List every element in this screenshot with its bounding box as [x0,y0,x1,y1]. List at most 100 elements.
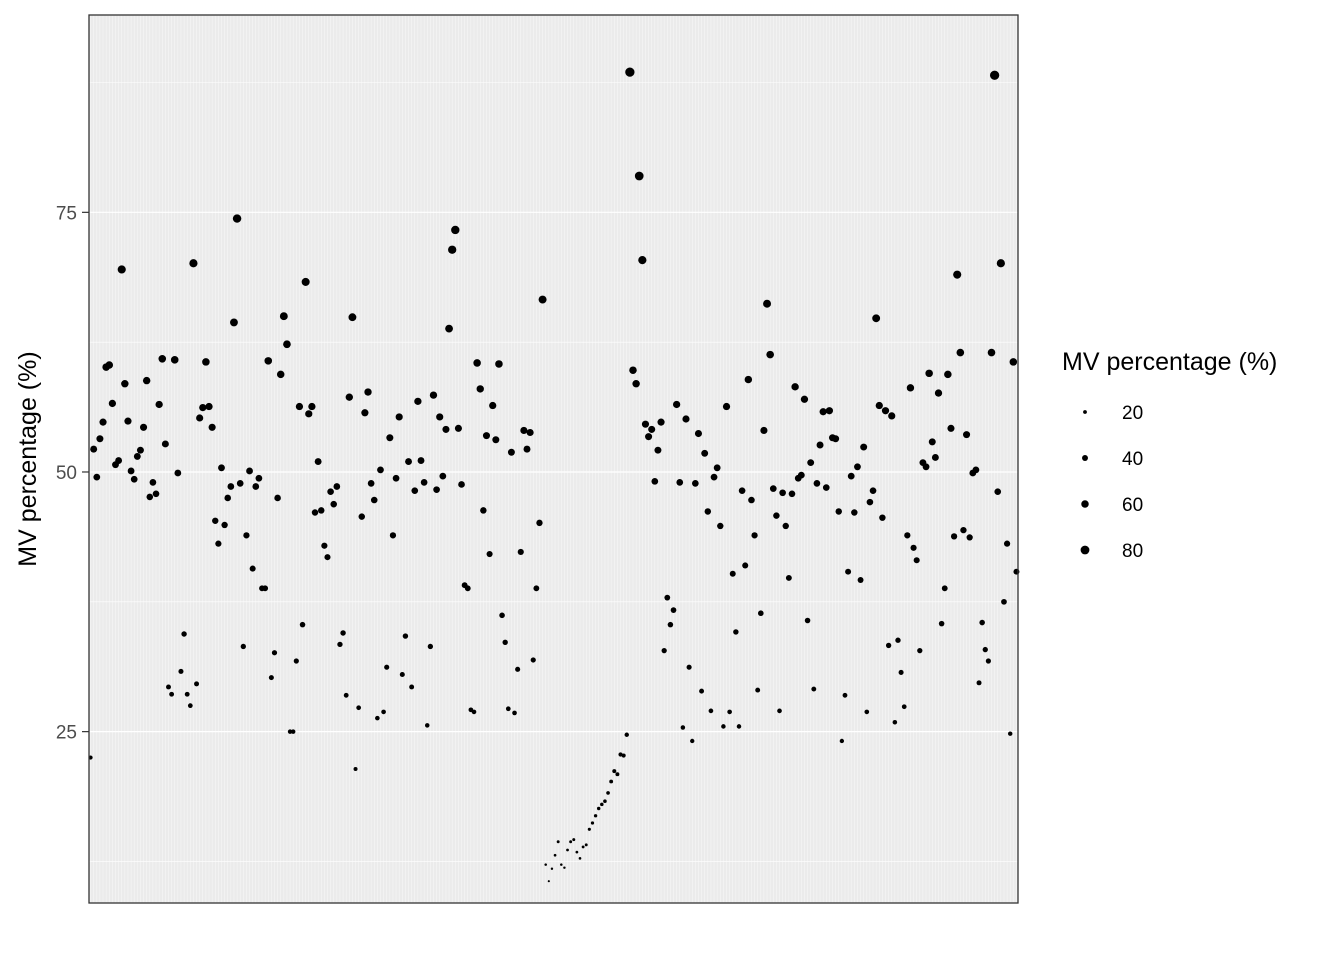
data-point [847,472,855,480]
data-point [751,532,758,539]
data-point [184,691,190,697]
legend-key [1082,455,1088,461]
data-point [327,488,334,496]
data-point [947,424,955,432]
data-point [121,379,129,388]
data-point [651,477,659,485]
data-point [187,703,193,709]
data-point [744,375,753,384]
data-point [797,471,805,479]
data-point [994,488,1002,496]
data-point [748,496,755,504]
data-point [439,472,447,480]
data-point [811,686,817,692]
legend-items: 20 40 60 80 [1080,403,1143,562]
data-point [569,840,573,844]
data-point [99,418,107,426]
data-point [515,666,521,672]
data-point [934,389,943,397]
data-point [822,484,830,491]
data-point [676,479,684,486]
data-point [433,486,440,493]
data-point [340,630,346,636]
y-axis: 25 50 75 [56,203,89,744]
data-point [1007,731,1013,736]
data-point [556,840,560,844]
data-point [158,354,167,363]
data-point [680,725,686,730]
data-point [264,357,273,365]
data-point [189,259,198,268]
data-point [194,681,200,687]
data-point [625,67,635,77]
data-point [178,668,184,674]
data-point [364,388,372,396]
data-point [606,791,610,795]
data-point [202,358,210,366]
data-point [766,350,774,359]
data-point [414,397,422,406]
data-point [536,519,543,527]
data-point [956,348,965,357]
data-point [279,312,288,321]
data-point [140,423,148,431]
y-tick-label: 75 [56,203,77,224]
data-point [290,729,296,734]
data-point [530,657,536,663]
data-point [621,753,626,758]
data-point [142,376,151,385]
data-point [324,554,331,561]
legend: MV percentage (%) 20 40 60 80 [1062,348,1277,562]
data-point [424,723,430,728]
data-point [979,619,985,626]
data-point [816,441,824,449]
data-point [701,449,709,457]
data-point [276,370,285,379]
data-point [722,402,731,411]
data-point [864,709,870,715]
data-point [624,732,629,737]
data-point [174,469,182,477]
data-point [832,435,840,443]
data-point [283,340,291,349]
data-point [804,617,811,624]
data-point [596,806,601,811]
data-point [612,769,617,774]
data-point [866,498,874,506]
data-point [482,432,490,440]
data-point [904,532,911,539]
grid-lines [89,15,1018,903]
data-point [255,474,263,482]
data-point [149,479,157,486]
data-point [384,664,390,670]
data-point [526,428,534,437]
data-point [860,443,868,451]
data-point [938,620,945,627]
data-point [931,453,939,461]
data-point [476,385,484,393]
data-point [872,314,881,323]
data-point [507,448,515,456]
plot-panel [89,15,1018,903]
data-point [93,473,101,481]
legend-key [1083,410,1087,414]
data-point [305,410,313,418]
data-point [941,585,948,592]
y-tick-label: 25 [56,723,77,744]
data-point [152,490,160,498]
data-point [212,517,219,525]
data-point [839,738,845,744]
data-point [985,658,991,664]
data-point [845,568,852,575]
data-point [944,370,952,379]
data-point [609,779,614,784]
data-point [133,452,141,460]
data-point [523,445,531,453]
data-point [742,562,749,569]
data-point [96,435,104,443]
data-point [769,485,777,492]
data-point [590,821,595,825]
data-point [411,487,419,494]
legend-label: 40 [1122,449,1143,470]
data-point [727,709,732,715]
